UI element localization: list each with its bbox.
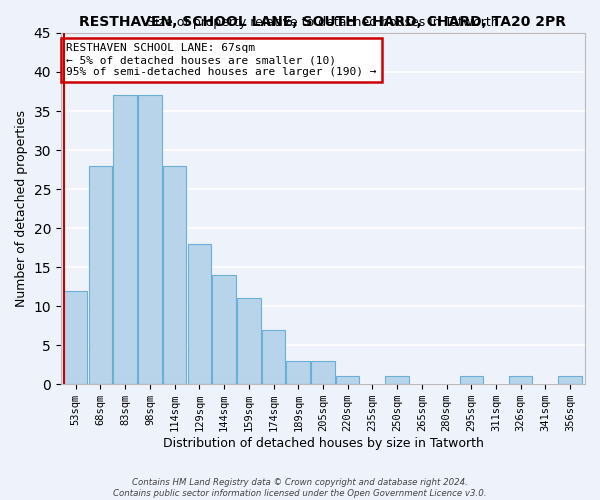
Bar	[138, 96, 161, 384]
Bar	[460, 376, 483, 384]
Bar	[64, 290, 88, 384]
Title: RESTHAVEN, SCHOOL LANE, SOUTH CHARD, CHARD, TA20 2PR: RESTHAVEN, SCHOOL LANE, SOUTH CHARD, CHA…	[79, 15, 566, 29]
Bar	[237, 298, 260, 384]
Bar	[509, 376, 532, 384]
X-axis label: Distribution of detached houses by size in Tatworth: Distribution of detached houses by size …	[163, 437, 484, 450]
Bar	[212, 275, 236, 384]
Text: Contains HM Land Registry data © Crown copyright and database right 2024.
Contai: Contains HM Land Registry data © Crown c…	[113, 478, 487, 498]
Bar	[286, 361, 310, 384]
Bar	[311, 361, 335, 384]
Bar	[336, 376, 359, 384]
Bar	[113, 96, 137, 384]
Bar	[559, 376, 582, 384]
Bar	[262, 330, 285, 384]
Bar	[163, 166, 187, 384]
Bar	[89, 166, 112, 384]
Bar	[385, 376, 409, 384]
Y-axis label: Number of detached properties: Number of detached properties	[15, 110, 28, 307]
Text: RESTHAVEN SCHOOL LANE: 67sqm
← 5% of detached houses are smaller (10)
95% of sem: RESTHAVEN SCHOOL LANE: 67sqm ← 5% of det…	[66, 44, 377, 76]
Bar	[188, 244, 211, 384]
Text: Size of property relative to detached houses in Tatworth: Size of property relative to detached ho…	[147, 16, 499, 30]
